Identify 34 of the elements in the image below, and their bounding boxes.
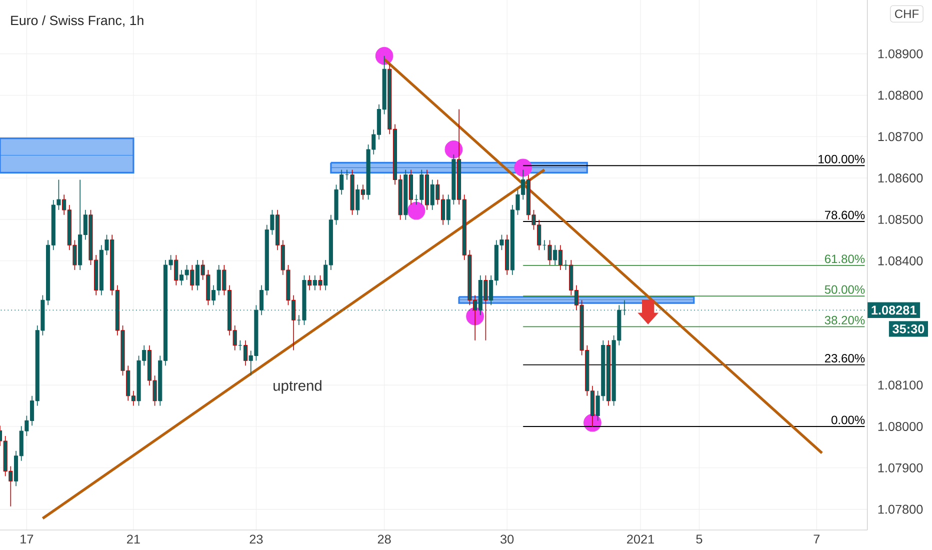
point [514,158,532,177]
series-label: 50.00% [824,285,865,294]
point [407,202,426,220]
series-label: 78.60% [824,210,865,220]
y-tick-label: 1.07800 [878,504,923,514]
annotation: uptrend [274,380,322,394]
point [444,140,463,158]
y-tick-label: 1.08900 [878,49,923,58]
x-tick-label: 7 [814,534,820,544]
ref-line-label: 1.08281 [872,306,916,315]
series-label: 23.60% [824,354,865,363]
series-label: 100.00% [818,154,865,164]
x-tick-label: 5 [696,534,702,544]
y-tick-label: 1.08500 [878,214,923,224]
y-tick-label: 1.08000 [878,422,923,431]
point [375,46,394,65]
text: 35:30 [892,324,924,334]
x-tick-label: 21 [127,534,140,544]
text: Euro / Swiss Franc, 1h [11,15,144,27]
y-tick-label: 1.08100 [878,380,923,390]
x-tick-label: 28 [378,534,391,544]
y-tick-label: 1.08700 [878,132,923,142]
x-tick-label: 30 [500,534,514,544]
x-tick-label: 2021 [627,534,654,544]
y-tick-label: 1.07900 [878,463,923,472]
x-tick-label: 17 [20,534,34,544]
y-tick-label: 1.08600 [878,174,923,183]
y-tick-label: 1.08400 [878,256,923,266]
series-label: 61.80% [824,254,865,264]
x-tick-label: 23 [250,534,263,544]
y-tick-label: 1.08800 [878,90,923,100]
series-label: 38.20% [824,316,865,324]
text: CHF [895,10,919,18]
series-label: 0.00% [832,416,865,424]
